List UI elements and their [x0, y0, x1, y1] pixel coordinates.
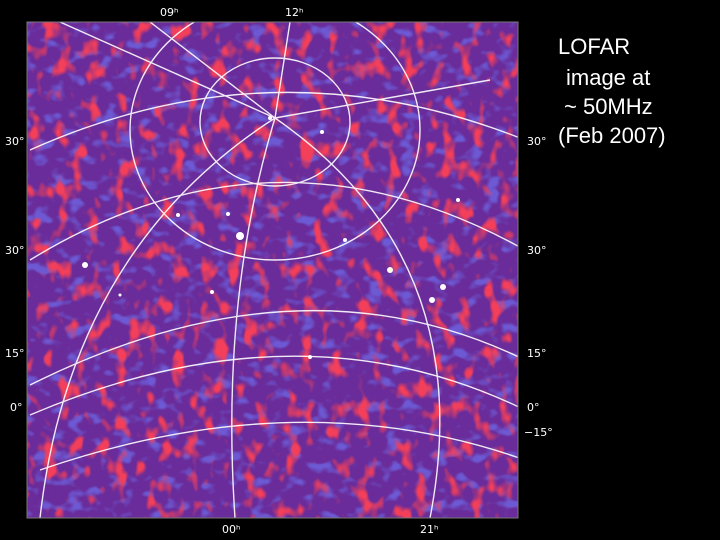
dec-label: −15°	[524, 426, 553, 439]
coordinate-grid	[29, 22, 518, 518]
ra-label: 09ʰ	[160, 6, 178, 19]
sky-image	[27, 22, 518, 518]
ra-label: 00ʰ	[222, 523, 240, 536]
sources	[82, 116, 460, 359]
image-frame	[26, 21, 519, 519]
dec-label: 0°	[527, 401, 540, 414]
dec-label: 15°	[5, 347, 25, 360]
caption-line: LOFAR	[558, 34, 630, 59]
caption-line: (Feb 2007)	[558, 123, 666, 148]
caption-line: image at	[566, 65, 650, 90]
dec-label: 30°	[5, 244, 25, 257]
ra-label: 21ʰ	[420, 523, 438, 536]
dec-label: 30°	[527, 135, 547, 148]
dec-label: 15°	[527, 347, 547, 360]
caption-line: ~ 50MHz	[564, 94, 653, 119]
dec-label: 0°	[10, 401, 23, 414]
dec-label: 30°	[527, 244, 547, 257]
ra-label: 12ʰ	[285, 6, 303, 19]
dec-label: 30°	[5, 135, 25, 148]
